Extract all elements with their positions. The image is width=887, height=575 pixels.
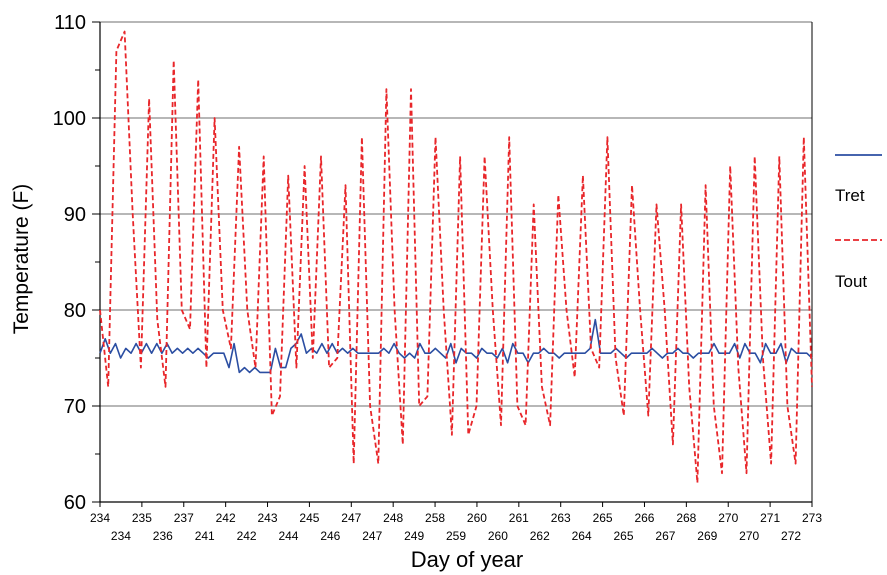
y-tick-label: 110	[54, 12, 86, 34]
x-tick-label: 270	[739, 529, 759, 543]
x-tick-label: 271	[760, 511, 780, 525]
x-tick-label: 268	[676, 511, 696, 525]
x-tick-label: 237	[174, 511, 194, 525]
series-layer	[99, 30, 813, 484]
x-tick-label: 242	[237, 529, 257, 543]
x-tick-label: 265	[614, 529, 634, 543]
series-line-tout	[99, 30, 813, 484]
x-tick-label: 234	[90, 511, 110, 525]
x-tick-label: 262	[530, 529, 550, 543]
legend-label-tret: Tret	[835, 186, 865, 205]
x-tick-label: 244	[278, 529, 298, 543]
x-tick-label: 247	[341, 511, 361, 525]
x-tick-label: 261	[509, 511, 529, 525]
y-axis: 60 70 80 90 100 110	[53, 12, 100, 514]
x-tick-label: 265	[593, 511, 613, 525]
x-tick-label: 269	[697, 529, 717, 543]
y-tick-label: 80	[64, 300, 86, 322]
series-line-tret	[99, 318, 813, 374]
x-tick-label: 264	[572, 529, 592, 543]
x-tick-label: 258	[425, 511, 445, 525]
x-tick-label: 272	[781, 529, 801, 543]
y-tick-label: 60	[64, 492, 86, 514]
x-tick-label: 263	[551, 511, 571, 525]
x-tick-label: 247	[362, 529, 382, 543]
x-tick-label: 273	[802, 511, 822, 525]
y-axis-label: Temperature (F)	[10, 184, 33, 335]
x-tick-label: 234	[111, 529, 131, 543]
y-tick-label: 70	[64, 396, 86, 418]
x-tick-label: 270	[718, 511, 738, 525]
x-tick-label: 266	[634, 511, 654, 525]
x-tick-label: 241	[195, 529, 215, 543]
x-tick-label: 260	[488, 529, 508, 543]
x-tick-label: 259	[446, 529, 466, 543]
y-tick-label: 90	[64, 204, 86, 226]
legend: Tret Tout	[835, 154, 882, 291]
legend-label-tout: Tout	[835, 272, 867, 291]
x-tick-label: 267	[655, 529, 675, 543]
x-tick-label: 246	[320, 529, 340, 543]
x-tick-label: 242	[216, 511, 236, 525]
x-axis: 234 235 237 242 243 245 247 248 258 260 261 263 265 2…	[90, 502, 822, 543]
x-axis-label: Day of year	[411, 547, 524, 572]
x-tick-label: 236	[153, 529, 173, 543]
x-tick-label: 260	[467, 511, 487, 525]
y-tick-label: 100	[53, 108, 86, 130]
x-tick-label: 243	[258, 511, 278, 525]
x-tick-label: 235	[132, 511, 152, 525]
x-tick-label: 249	[404, 529, 424, 543]
plot-frame	[99, 22, 813, 503]
x-tick-label: 245	[299, 511, 319, 525]
x-tick-label: 248	[383, 511, 403, 525]
